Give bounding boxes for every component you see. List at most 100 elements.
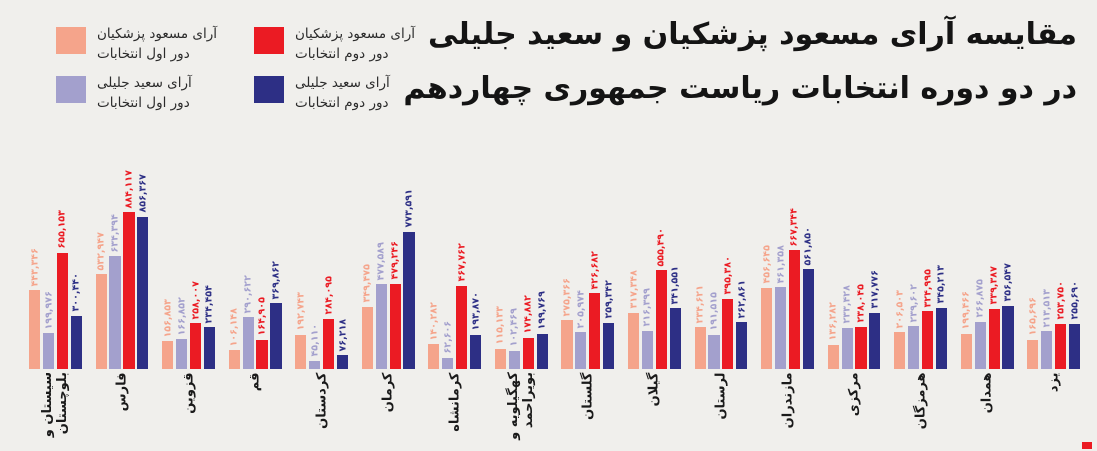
value-label-jalili-round1-7: ۶۲,۶۰۶ — [442, 321, 454, 354]
bar-jalili-round2-9 — [603, 322, 615, 369]
bar-jalili-round1-12 — [774, 287, 787, 369]
value-label-jalili-round2-5: ۷۶,۲۱۸ — [337, 318, 348, 352]
value-label-pezeshkian-round1-7: ۱۴۰,۲۸۲ — [428, 301, 440, 341]
bar-pezeshkian-round2-1 — [56, 252, 68, 369]
bar-pezeshkian-round2-10 — [655, 270, 667, 369]
value-label-jalili-round1-9: ۲۰۵,۹۷۴ — [575, 290, 587, 329]
bar-pezeshkian-round2-8 — [522, 337, 534, 369]
bar-pezeshkian-round2-11 — [722, 298, 734, 369]
bar-pezeshkian-round1-9 — [561, 320, 573, 369]
axis-label-province-9: گلستان — [580, 372, 596, 420]
value-label-pezeshkian-round2-3: ۲۵۸,۰۰۷ — [190, 280, 201, 320]
legend-swatch-pezeshkian-round1 — [56, 27, 86, 54]
value-label-jalili-round1-14: ۲۳۹,۶۰۲ — [908, 284, 920, 323]
axis-label-province-3: قزوین — [181, 372, 197, 414]
axis-label-province-4: قم — [247, 372, 263, 391]
value-label-pezeshkian-round2-16: ۲۵۳,۷۵۰ — [1055, 281, 1067, 320]
axis-label-province-10: گیلان — [646, 372, 662, 406]
bar-jalili-round2-13 — [869, 312, 881, 369]
bar-pezeshkian-round2-12 — [788, 250, 801, 369]
bar-jalili-round2-4 — [270, 303, 282, 369]
legend-label-jalili-round2: آرای سعید جلیلی دور دوم انتخابات — [295, 74, 390, 111]
value-label-pezeshkian-round1-11: ۲۳۴,۶۲۱ — [694, 284, 706, 324]
value-label-jalili-round1-11: ۱۹۱,۵۱۵ — [708, 292, 720, 331]
bar-jalili-round1-9 — [575, 332, 587, 369]
legend-item-pezeshkian-round2: آرای مسعود پزشکیان دور دوم انتخابات — [254, 24, 430, 65]
bar-pezeshkian-round1-1 — [29, 290, 41, 369]
bar-pezeshkian-round2-13 — [855, 326, 867, 369]
value-label-pezeshkian-round1-2: ۵۳۲,۹۴۷ — [95, 231, 107, 271]
bar-jalili-round2-10 — [669, 308, 681, 369]
value-label-pezeshkian-round2-9: ۴۲۶,۶۸۲ — [589, 250, 601, 290]
bar-jalili-round2-8 — [536, 333, 548, 369]
axis-label-province-15: همدان — [979, 372, 995, 413]
value-label-pezeshkian-round2-12: ۶۶۷,۳۴۴ — [788, 208, 800, 247]
bar-jalili-round1-4 — [242, 317, 254, 369]
bar-jalili-round2-12 — [802, 269, 814, 369]
value-label-jalili-round1-8: ۱۰۲,۴۶۹ — [508, 308, 520, 347]
bar-pezeshkian-round2-4 — [256, 339, 268, 369]
axis-label-province-14: هرمزگان — [913, 372, 929, 429]
value-label-pezeshkian-round1-9: ۲۷۵,۳۶۶ — [561, 277, 573, 317]
value-label-pezeshkian-round2-4: ۱۶۴,۹۰۵ — [256, 297, 268, 336]
bar-pezeshkian-round1-15 — [960, 333, 972, 369]
bar-jalili-round2-5 — [336, 355, 349, 369]
value-label-jalili-round1-15: ۲۶۶,۸۷۵ — [974, 279, 986, 318]
legend-column: آرای مسعود پزشکیان دور اول انتخابات آرای س… — [56, 24, 232, 113]
value-label-pezeshkian-round2-11: ۳۹۵,۳۸۰ — [722, 256, 734, 295]
bar-pezeshkian-round1-14 — [894, 332, 906, 369]
chart-title-line1: مقایسه آرای مسعود پزشکیان و سعید جلیلی — [427, 17, 1078, 52]
bar-pezeshkian-round1-3 — [162, 341, 174, 369]
value-label-jalili-round1-1: ۱۹۹,۹۷۶ — [43, 291, 54, 330]
value-label-jalili-round1-4: ۲۹۰,۶۲۲ — [242, 274, 254, 314]
value-label-pezeshkian-round1-16: ۱۶۵,۶۹۶ — [1027, 297, 1039, 336]
axis-label-province-6: کرمان — [380, 372, 396, 412]
bar-pezeshkian-round1-7 — [428, 344, 440, 369]
value-label-jalili-round1-12: ۴۶۱,۳۵۸ — [775, 244, 787, 284]
value-label-pezeshkian-round1-6: ۳۴۹,۴۷۵ — [361, 264, 373, 303]
value-label-jalili-round1-2: ۶۳۴,۳۹۴ — [109, 213, 121, 253]
legend: آرای مسعود پزشکیان دور اول انتخابات آرای س… — [56, 24, 430, 113]
bar-jalili-round1-7 — [442, 357, 454, 369]
value-label-pezeshkian-round1-3: ۱۵۶,۸۵۳ — [162, 298, 174, 338]
bar-jalili-round1-16 — [1041, 331, 1053, 369]
legend-label-pezeshkian-round1: آرای مسعود پزشکیان دور اول انتخابات — [97, 26, 218, 63]
legend-column: آرای مسعود پزشکیان دور دوم انتخابات آرای س… — [254, 24, 430, 113]
value-label-pezeshkian-round1-5: ۱۹۲,۷۴۳ — [295, 292, 307, 331]
bar-jalili-round1-8 — [508, 350, 520, 369]
value-label-jalili-round2-15: ۳۵۶,۵۴۷ — [1002, 263, 1014, 302]
value-label-jalili-round1-13: ۲۳۳,۴۲۸ — [841, 285, 853, 324]
legend-swatch-jalili-round2 — [254, 75, 284, 103]
bar-jalili-round1-11 — [708, 334, 720, 369]
value-label-jalili-round2-2: ۸۵۶,۳۶۷ — [137, 174, 149, 213]
bar-pezeshkian-round2-3 — [189, 323, 202, 369]
bar-pezeshkian-round1-11 — [694, 327, 706, 369]
bar-pezeshkian-round1-10 — [627, 312, 640, 369]
bar-jalili-round1-5 — [309, 360, 321, 369]
bar-pezeshkian-round1-12 — [761, 287, 773, 369]
bar-jalili-round2-6 — [403, 231, 415, 369]
value-label-jalili-round1-6: ۴۷۷,۵۸۹ — [375, 241, 387, 281]
value-label-jalili-round1-5: ۴۵,۱۱۰ — [309, 324, 321, 357]
value-label-pezeshkian-round2-2: ۸۸۴,۱۱۷ — [123, 169, 135, 208]
bar-pezeshkian-round1-13 — [827, 344, 839, 369]
bar-pezeshkian-round2-16 — [1055, 323, 1067, 369]
value-label-pezeshkian-round2-1: ۶۵۵,۱۵۳ — [56, 210, 68, 249]
legend-label-pezeshkian-round2: آرای مسعود پزشکیان دور دوم انتخابات — [295, 26, 416, 63]
bar-jalili-round2-11 — [736, 322, 748, 369]
value-label-pezeshkian-round2-10: ۵۵۵,۴۹۰ — [655, 227, 667, 267]
bar-jalili-round2-14 — [935, 307, 948, 369]
value-label-pezeshkian-round1-12: ۴۵۶,۶۴۵ — [761, 245, 773, 284]
value-label-jalili-round2-16: ۲۵۵,۶۹۰ — [1069, 281, 1081, 320]
bar-jalili-round2-3 — [203, 327, 215, 369]
axis-label-province-2: فارس — [114, 372, 130, 411]
value-label-pezeshkian-round1-13: ۱۳۶,۲۸۲ — [827, 302, 839, 341]
value-label-jalili-round1-3: ۱۶۶,۸۵۲ — [176, 296, 188, 336]
bar-pezeshkian-round1-2 — [95, 274, 107, 369]
bar-pezeshkian-round2-5 — [323, 318, 335, 369]
value-label-jalili-round2-1: ۳۰۰,۴۴۰ — [70, 273, 82, 312]
value-label-jalili-round2-8: ۱۹۹,۷۶۹ — [536, 291, 548, 330]
axis-label-province-5: کردستان — [314, 372, 330, 429]
